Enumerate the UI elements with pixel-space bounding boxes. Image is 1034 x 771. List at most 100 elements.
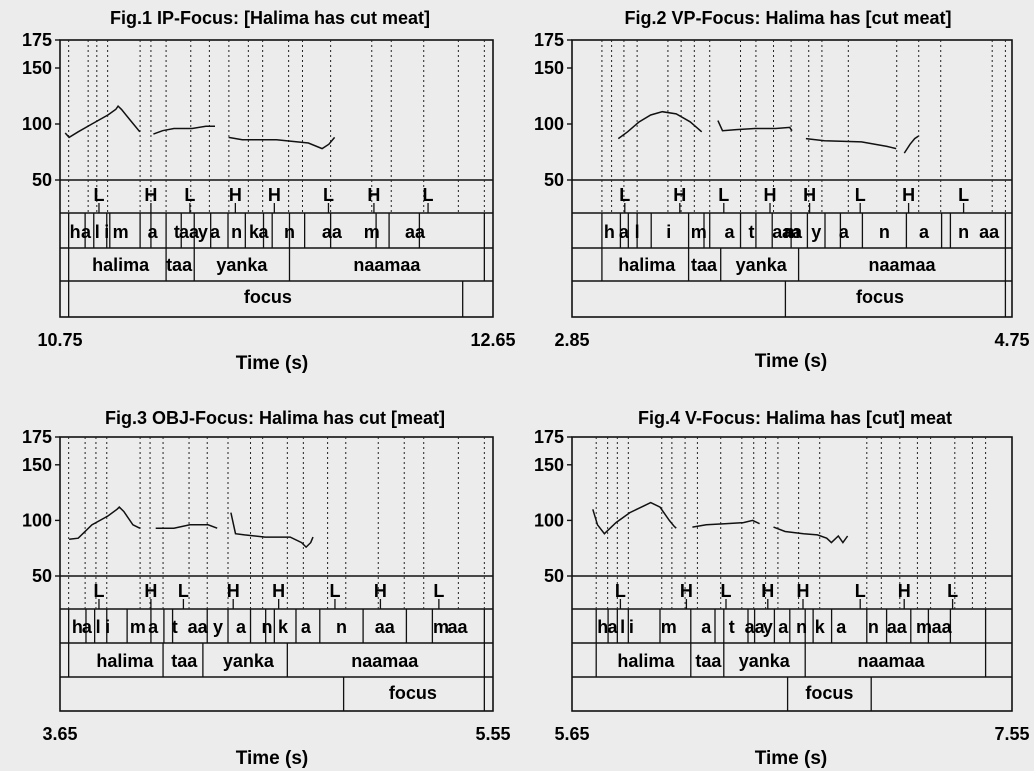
segment-label: a (701, 617, 712, 637)
y-tick-label: 150 (22, 455, 52, 475)
word-label: taa (695, 651, 722, 671)
segment-label: n (796, 617, 807, 637)
y-tick-label: 175 (22, 30, 52, 50)
segment-label: t (749, 222, 755, 242)
segment-label: aa (887, 617, 908, 637)
pitch-contour (773, 526, 849, 544)
word-label: naamaa (868, 255, 936, 275)
y-tick-label: 150 (534, 58, 564, 78)
segment-label: a (725, 222, 736, 242)
tone-label: L (178, 581, 189, 601)
x-axis-label: Time (s) (236, 748, 309, 769)
tone-label: H (761, 581, 774, 601)
word-label: yanka (223, 651, 275, 671)
segment-label: aa (188, 617, 209, 637)
tone-label: H (374, 581, 387, 601)
focus-label: focus (389, 683, 437, 703)
panel-title: Fig.1 IP-Focus: [Halima has cut meat] (110, 8, 430, 28)
word-label: halima (617, 651, 675, 671)
panel-frame (571, 436, 1013, 712)
segment-label: aa (322, 222, 343, 242)
tone-label: L (423, 185, 434, 205)
y-tick-label: 150 (534, 455, 564, 475)
segment-label: m (433, 617, 449, 637)
segment-label: aa (772, 222, 793, 242)
segment-label: n (284, 222, 295, 242)
segment-label: a (81, 222, 92, 242)
pitch-contour (64, 104, 141, 139)
segment-label: a (836, 617, 847, 637)
panel-2: Fig.2 VP-Focus: Halima has [cut meat] 175… (534, 8, 1030, 372)
segment-label: t (174, 222, 180, 242)
x-end-label: 12.65 (470, 330, 515, 350)
panel-3: Fig.3 OBJ-Focus: Halima has cut [meat] 17… (22, 408, 511, 769)
x-end-label: 7.55 (994, 724, 1029, 744)
segment-label: h (597, 617, 608, 637)
segment-label: m (130, 617, 146, 637)
segment-label: i (104, 222, 109, 242)
segment-label: a (148, 617, 159, 637)
segment-label: a (82, 617, 93, 637)
pitch-contour (903, 135, 919, 154)
segment-label: l (96, 617, 101, 637)
tone-label: H (902, 185, 915, 205)
tone-label: H (144, 581, 157, 601)
x-end-label: 4.75 (994, 330, 1029, 350)
segment-label: n (868, 617, 879, 637)
tone-label: L (721, 581, 732, 601)
tone-label: L (619, 185, 630, 205)
y-tick-label: 50 (32, 170, 52, 190)
segment-label: k (815, 617, 826, 637)
segment-label: a (619, 222, 630, 242)
segment-label: n (336, 617, 347, 637)
word-label: halima (92, 255, 150, 275)
segment-label: m (364, 222, 380, 242)
segment-label: aa (375, 617, 396, 637)
tone-label: L (329, 581, 340, 601)
segment-label: a (259, 222, 270, 242)
word-label: naamaa (353, 255, 421, 275)
x-start-label: 2.85 (554, 330, 589, 350)
word-label: taa (691, 255, 718, 275)
segment-label: t (729, 617, 735, 637)
tone-label: L (855, 581, 866, 601)
segment-label: k (249, 222, 260, 242)
x-start-label: 3.65 (42, 724, 77, 744)
segment-label: h (604, 222, 615, 242)
pitch-contour (805, 137, 897, 150)
word-label: naamaa (351, 651, 419, 671)
word-label: yanka (736, 255, 788, 275)
y-tick-label: 100 (534, 510, 564, 530)
tone-label: H (272, 581, 285, 601)
focus-label: focus (805, 683, 853, 703)
tone-label: L (93, 581, 104, 601)
tone-label: L (433, 581, 444, 601)
segment-label: a (301, 617, 312, 637)
panel-title: Fig.4 V-Focus: Halima has [cut] meat (638, 408, 952, 428)
segment-label: l (95, 222, 100, 242)
segment-label: aa (179, 222, 200, 242)
panel-frame (59, 436, 494, 712)
tone-label: H (144, 185, 157, 205)
tone-label: L (184, 185, 195, 205)
tone-label: L (323, 185, 334, 205)
segment-label: y (811, 222, 821, 242)
segment-label: y (198, 222, 208, 242)
segment-label: a (236, 617, 247, 637)
tone-label: H (803, 185, 816, 205)
segment-label: aa (745, 617, 766, 637)
pitch-contour (592, 501, 677, 535)
word-label: yanka (216, 255, 268, 275)
word-label: naamaa (857, 651, 925, 671)
segment-label: aa (447, 617, 468, 637)
x-axis-label: Time (s) (236, 353, 309, 374)
segment-label: n (879, 222, 890, 242)
segment-label: y (213, 617, 223, 637)
tone-label: H (797, 581, 810, 601)
segment-label: a (210, 222, 221, 242)
panel-frame (59, 39, 494, 318)
segment-label: m (784, 222, 800, 242)
tone-label: H (898, 581, 911, 601)
pitch-contour (69, 506, 141, 541)
